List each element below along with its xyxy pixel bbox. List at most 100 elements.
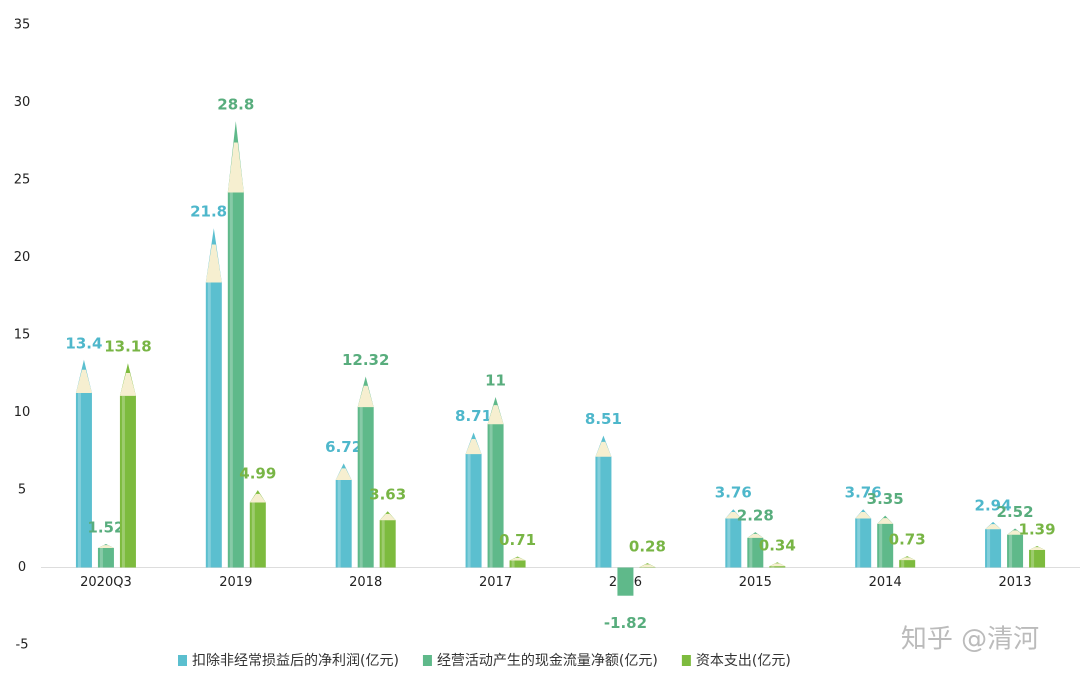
bar-shade: [99, 547, 103, 568]
bar-shade: [771, 566, 775, 568]
pencil-tip: [985, 524, 1002, 530]
legend-swatch: [422, 655, 432, 666]
x-tick-label: 2018: [349, 575, 382, 590]
pencil-tip: [249, 493, 266, 503]
value-label: 1.52: [87, 518, 124, 536]
value-label: 28.8: [217, 96, 254, 114]
value-label: 6.72: [325, 438, 362, 456]
bar: [465, 432, 482, 568]
bar: [855, 509, 872, 568]
x-tick-label: 2019: [219, 575, 252, 590]
bar-shade: [121, 395, 125, 568]
pencil-tip: [899, 557, 916, 561]
value-label: 12.32: [342, 351, 389, 369]
bar: [205, 228, 222, 568]
pencil-tip: [1007, 530, 1024, 535]
pencil-tip: [205, 244, 222, 283]
bar-shade: [749, 537, 753, 568]
bar: [487, 397, 504, 568]
pencil-tip: [747, 533, 764, 538]
bar-shade: [381, 520, 385, 568]
value-label: 3.35: [867, 490, 904, 508]
bar: [725, 509, 742, 568]
x-tick-label: 2015: [739, 575, 772, 590]
value-label: 3.76: [715, 484, 752, 502]
value-label: 2.52: [997, 503, 1034, 521]
y-tick-label: 0: [18, 560, 26, 575]
value-label: 0.73: [889, 531, 926, 549]
pencil-tip: [725, 512, 742, 519]
legend-swatch: [681, 655, 691, 666]
x-tick-label: 2013: [999, 575, 1032, 590]
pencil-tip: [1029, 547, 1046, 550]
bar-shade: [467, 454, 471, 568]
value-label: 1.39: [1019, 520, 1056, 538]
value-label: 8.51: [585, 410, 622, 428]
bar-shade: [987, 529, 991, 568]
pencil-tip: [379, 513, 396, 521]
pencil-tip: [119, 373, 136, 396]
value-label: 0.71: [499, 531, 536, 549]
bar-shade: [1009, 534, 1013, 568]
pencil-tip: [509, 557, 526, 561]
pencil-tip: [877, 518, 894, 524]
bar-shade: [901, 560, 905, 568]
pencil-tip: [855, 512, 872, 519]
value-label: 0.28: [629, 538, 666, 556]
bar-shade: [857, 518, 861, 568]
legend-swatch: [178, 655, 187, 666]
bar: [595, 435, 612, 568]
y-tick-label: 25: [14, 173, 31, 188]
bar: [227, 121, 244, 568]
value-label: -1.82: [604, 614, 647, 632]
pencil-tip: [75, 369, 92, 394]
bar: [747, 532, 764, 568]
value-label: 4.99: [239, 465, 276, 483]
pencil-tip: [487, 405, 504, 425]
pencil-tip: [769, 563, 786, 567]
x-tick-label: 2020Q3: [80, 575, 132, 590]
x-tick-label: 2017: [479, 575, 512, 590]
pencil-tip: [639, 564, 656, 568]
bar-shade: [337, 480, 341, 568]
legend-label: 扣除非经常损益后的净利润(亿元): [192, 653, 399, 669]
y-tick-label: 30: [14, 95, 31, 110]
bar: [249, 490, 266, 568]
bar: [335, 463, 352, 568]
pencil-tip: [357, 385, 374, 408]
bar: [1007, 528, 1024, 568]
value-label: 11: [485, 372, 506, 390]
watermark: 知乎 @清河: [901, 625, 1039, 655]
value-label: 13.4: [65, 334, 102, 352]
value-label: 2.28: [737, 507, 774, 525]
value-label: 21.89: [190, 203, 237, 221]
bar-shade: [879, 523, 883, 568]
value-label: 3.63: [369, 486, 406, 504]
bar-shade: [77, 393, 81, 568]
bar-shade: [207, 282, 211, 568]
bar-shade: [597, 456, 601, 568]
bar: [379, 511, 396, 568]
pencil-tip: [97, 545, 114, 548]
pencil-tip: [465, 438, 482, 455]
pencil-tip: [227, 142, 244, 193]
value-label: 13.18: [104, 338, 151, 356]
bar: [1029, 545, 1046, 568]
value-label: 0.34: [759, 537, 796, 555]
bar-shade: [229, 192, 233, 568]
bar: [877, 515, 894, 568]
bar: [617, 567, 634, 596]
pencil-tip: [595, 441, 612, 457]
x-tick-label: 2014: [869, 575, 902, 590]
bar: [357, 376, 374, 568]
y-tick-label: -5: [16, 638, 29, 653]
value-label: 8.71: [455, 407, 492, 425]
bar: [75, 359, 92, 568]
bar-shade: [727, 518, 731, 568]
pencil-tip: [335, 468, 352, 481]
y-tick-label: 15: [14, 328, 31, 343]
value-label: 2.94: [975, 496, 1012, 514]
legend-label: 经营活动产生的现金流量净额(亿元): [437, 653, 658, 669]
bar: [97, 543, 114, 568]
